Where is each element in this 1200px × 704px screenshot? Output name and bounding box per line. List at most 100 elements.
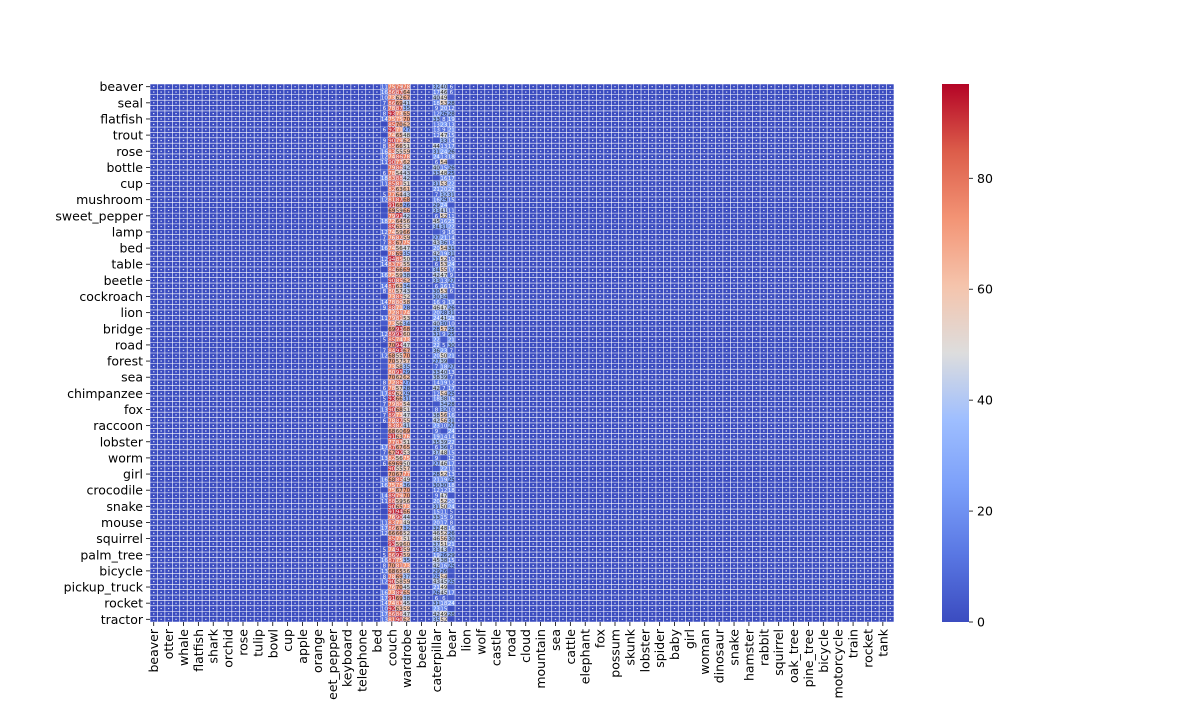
heatmap-cell bbox=[447, 460, 455, 466]
cell-value-label: 16 bbox=[381, 90, 388, 96]
heatmap-cell bbox=[447, 509, 455, 514]
heatmap-cell bbox=[395, 390, 403, 396]
heatmap-cell bbox=[388, 186, 396, 192]
heatmap-cell bbox=[432, 110, 440, 116]
cell-value-label: 61 bbox=[403, 187, 410, 193]
cell-value-label: 16 bbox=[433, 198, 440, 204]
cell-value-label: 78 bbox=[388, 251, 395, 257]
cell-value-label: 45 bbox=[440, 580, 447, 586]
cell-value-label: 17 bbox=[433, 90, 440, 96]
heatmap-cell bbox=[447, 433, 455, 439]
cell-value-label: 42 bbox=[433, 251, 440, 257]
heatmap-cell bbox=[447, 417, 455, 423]
heatmap-cell bbox=[432, 266, 440, 272]
heatmap-cell bbox=[440, 299, 448, 305]
heatmap-cell bbox=[395, 455, 403, 461]
cell-value-label: 55 bbox=[403, 262, 410, 268]
cell-value-label: 69 bbox=[388, 327, 395, 333]
cell-value-label: 89 bbox=[388, 391, 395, 397]
heatmap-cell bbox=[447, 94, 455, 100]
cell-value-label: 26 bbox=[448, 531, 455, 537]
cell-value-label: 7 bbox=[383, 101, 387, 107]
heatmap-cell bbox=[440, 127, 448, 132]
cell-value-label: 91 bbox=[396, 214, 403, 220]
cell-value-label: 76 bbox=[388, 515, 395, 521]
cell-value-label: 85 bbox=[388, 338, 395, 344]
heatmap-cell bbox=[388, 309, 396, 315]
cell-value-label: 25 bbox=[448, 391, 455, 397]
cell-value-label: 52 bbox=[440, 617, 447, 623]
heatmap-cell bbox=[440, 164, 448, 170]
cell-value-label: 90 bbox=[396, 515, 403, 521]
cell-value-label: 43 bbox=[433, 580, 440, 586]
cell-value-label: 51 bbox=[403, 440, 410, 446]
cell-value-label: 92 bbox=[388, 128, 395, 134]
heatmap-cell bbox=[395, 191, 403, 197]
cell-value-label: 69 bbox=[396, 251, 403, 257]
cell-value-label: 47 bbox=[403, 246, 410, 252]
cell-value-label: 7 bbox=[383, 402, 387, 408]
heatmap-cell bbox=[380, 449, 388, 455]
cell-value-label: 43 bbox=[403, 171, 410, 177]
heatmap-cell bbox=[380, 482, 388, 487]
cell-value-label: 73 bbox=[388, 590, 395, 596]
cell-value-label: 56 bbox=[403, 219, 410, 225]
heatmap-cell bbox=[402, 449, 410, 455]
heatmap-cell bbox=[388, 175, 396, 181]
cell-value-label: 56 bbox=[396, 456, 403, 462]
colorbar-tick-label: 80 bbox=[977, 171, 993, 186]
heatmap-cell bbox=[388, 578, 396, 584]
heatmap-cell bbox=[402, 568, 410, 574]
cell-value-label: 84 bbox=[388, 348, 395, 354]
cell-value-label: 67 bbox=[396, 472, 403, 478]
heatmap-cell bbox=[402, 143, 410, 149]
cell-value-label: 51 bbox=[440, 542, 447, 548]
cell-value-label: 54 bbox=[440, 160, 447, 166]
cell-value-label: 38 bbox=[433, 413, 440, 419]
heatmap-cell bbox=[432, 562, 440, 568]
heatmap-cell bbox=[395, 444, 403, 450]
cell-value-label: 63 bbox=[396, 434, 403, 440]
heatmap-cell bbox=[395, 509, 403, 514]
heatmap-cell bbox=[440, 250, 448, 256]
heatmap-cell bbox=[395, 503, 403, 509]
cell-value-label: 31 bbox=[448, 246, 455, 252]
cell-value-label: 16 bbox=[381, 590, 388, 596]
heatmap-cell bbox=[432, 100, 440, 106]
heatmap-cell bbox=[432, 164, 440, 170]
cell-value-label: 28 bbox=[433, 327, 440, 333]
heatmap-cell bbox=[440, 272, 448, 278]
cell-value-label: 11 bbox=[381, 520, 388, 526]
cell-value-label: 9 bbox=[383, 305, 387, 311]
heatmap-cell bbox=[388, 315, 396, 321]
heatmap-cell bbox=[447, 363, 455, 369]
heatmap-cell bbox=[402, 331, 410, 337]
cell-value-label: 35 bbox=[403, 106, 410, 112]
cell-value-label: 68 bbox=[388, 477, 395, 483]
heatmap-cell bbox=[388, 369, 396, 375]
heatmap-cell bbox=[395, 401, 403, 407]
cell-value-label: 11 bbox=[381, 160, 388, 166]
cell-value-label: 56 bbox=[440, 413, 447, 419]
heatmap-cell bbox=[432, 557, 440, 563]
heatmap-cell bbox=[447, 390, 455, 396]
cell-value-label: 78 bbox=[403, 85, 410, 91]
heatmap-cell bbox=[432, 245, 440, 251]
cell-value-label: 59 bbox=[396, 499, 403, 505]
heatmap-cell bbox=[395, 245, 403, 251]
heatmap-cell bbox=[395, 100, 403, 106]
heatmap-cell bbox=[395, 309, 403, 315]
heatmap-cell bbox=[447, 89, 455, 95]
cell-value-label: 34 bbox=[433, 268, 440, 274]
heatmap-cell bbox=[395, 175, 403, 181]
cell-value-label: 58 bbox=[396, 580, 403, 586]
cell-value-label: 14 bbox=[381, 601, 388, 607]
cell-value-label: 22 bbox=[440, 467, 447, 473]
cell-value-label: 78 bbox=[396, 483, 403, 489]
cell-value-label: 72 bbox=[388, 273, 395, 279]
heatmap-cell bbox=[402, 552, 410, 557]
heatmap-cell bbox=[388, 433, 396, 439]
heatmap-cell bbox=[447, 240, 455, 245]
heatmap-cell bbox=[432, 428, 440, 434]
cell-value-label: 17 bbox=[448, 386, 455, 392]
